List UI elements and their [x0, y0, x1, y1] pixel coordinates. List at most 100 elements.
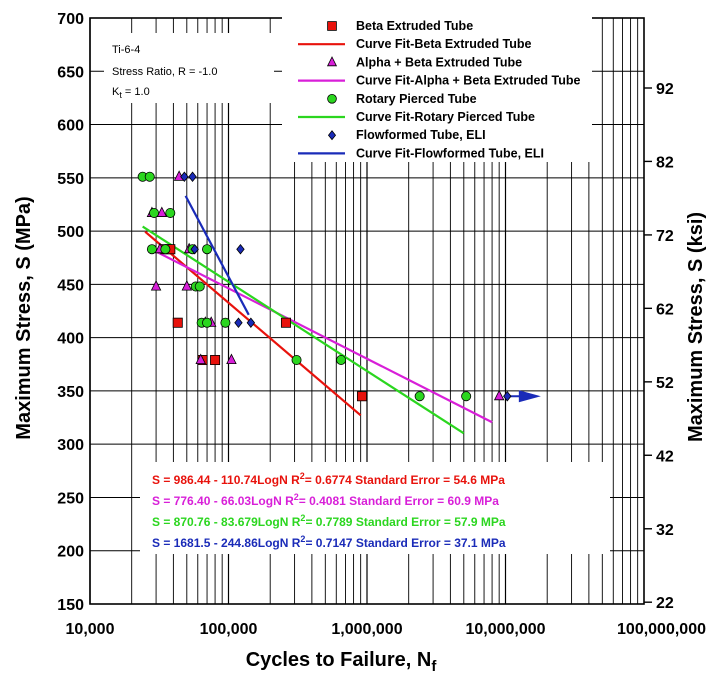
legend-label: Curve Fit-Beta Extruded Tube	[356, 37, 532, 51]
equations-box: S = 986.44 - 110.74LogN R2= 0.6774 Stand…	[140, 462, 610, 554]
std-error: Standard Error = 37.1 MPa	[356, 536, 506, 550]
legend-label: Curve Fit-Flowformed Tube, ELI	[356, 146, 544, 160]
data-point	[188, 171, 197, 182]
data-point	[280, 317, 291, 328]
x-axis-title-main: Cycles to Failure, N	[246, 649, 432, 671]
data-point	[181, 280, 193, 291]
legend-label: Curve Fit-Alpha + Beta Extruded Tube	[356, 74, 580, 88]
legend-marker	[327, 94, 337, 104]
data-point	[172, 317, 183, 328]
data-point	[226, 353, 237, 365]
data-point	[336, 355, 347, 366]
y-tick-label: 500	[57, 224, 84, 241]
y-tick-label: 700	[57, 11, 84, 28]
y-axis-ticks: 150 200 250 300 350 400 450 500 550 600 650 700	[57, 11, 84, 614]
x-tick-label: 10,000	[66, 621, 115, 638]
x-axis-title-sub: f	[431, 658, 437, 675]
x-tick-label: 100,000	[200, 621, 258, 638]
y-tick-label: 600	[57, 118, 84, 135]
y2-tick-label: 72	[656, 228, 674, 245]
y2-axis-title: Maximum Stress, S (ksi)	[685, 212, 707, 442]
y-tick-label: 400	[57, 331, 84, 348]
y2-tick-label: 42	[656, 448, 674, 465]
data-point	[180, 171, 189, 182]
legend-label: Beta Extruded Tube	[356, 19, 473, 33]
y2-tick-label: 52	[656, 375, 674, 392]
r2-sup: 2	[300, 513, 305, 523]
r2-sup: 2	[294, 492, 299, 502]
y-tick-label: 350	[57, 384, 84, 401]
data-point	[202, 317, 213, 328]
y-tick-label: 200	[57, 544, 84, 561]
equation-line: S = 986.44 - 110.74LogN R2= 0.6774 Stand…	[152, 471, 505, 487]
r2-sup: 2	[300, 534, 305, 544]
y-tick-label: 250	[57, 490, 84, 507]
r2-value: = 0.7147	[305, 536, 355, 550]
data-point	[149, 207, 160, 218]
data-point	[220, 317, 231, 328]
equation-text: S = 776.40 - 66.03LogN	[152, 494, 285, 508]
data-point	[210, 355, 221, 366]
y-tick-label: 650	[57, 64, 84, 81]
note-kt: Kt = 1.0	[112, 86, 150, 100]
x-axis-title: Cycles to Failure, Nf	[246, 649, 438, 675]
r2-main: R	[292, 515, 301, 529]
fit-line	[142, 225, 465, 435]
data-point	[160, 244, 171, 255]
y2-axis-ticks: 22 32 42 52 62 72 82 92	[644, 81, 674, 612]
y-tick-label: 450	[57, 277, 84, 294]
y2-tick-label: 22	[656, 595, 674, 612]
equation-line: S = 870.76 - 83.679LogN R2= 0.7789 Stand…	[152, 513, 506, 529]
r2-main: R	[285, 494, 294, 508]
equation-text: S = 1681.5 - 244.86LogN	[152, 536, 292, 550]
legend-label: Alpha + Beta Extruded Tube	[356, 55, 522, 69]
data-point	[461, 391, 472, 402]
equation-text: S = 870.76 - 83.679LogN	[152, 515, 292, 529]
data-point	[165, 207, 176, 218]
y2-tick-label: 62	[656, 301, 674, 318]
data-point	[493, 389, 505, 401]
note-stress-ratio: Stress Ratio, R = -1.0	[112, 66, 217, 78]
data-point	[146, 244, 157, 255]
note-kt-value: = 1.0	[122, 86, 150, 98]
y-tick-label: 150	[57, 597, 84, 614]
x-tick-label: 100,000,000	[617, 621, 706, 638]
y2-tick-label: 32	[656, 522, 674, 539]
note-kt-main: K	[112, 86, 120, 98]
x-tick-label: 10,000,000	[465, 621, 545, 638]
legend-marker	[327, 21, 337, 31]
notes-box: Ti-6-4 Stress Ratio, R = -1.0 Kt = 1.0	[104, 33, 274, 103]
y-tick-label: 550	[57, 171, 84, 188]
data-point	[236, 243, 245, 255]
data-point	[202, 244, 213, 255]
r2-value: = 0.7789	[305, 515, 355, 529]
data-point	[195, 353, 206, 365]
equation-line: S = 1681.5 - 244.86LogN R2= 0.7147 Stand…	[152, 534, 506, 550]
legend-label: Rotary Pierced Tube	[356, 92, 477, 106]
legend-label: Curve Fit-Rotary Pierced Tube	[356, 110, 535, 124]
fit-line	[184, 195, 250, 316]
data-points	[137, 170, 512, 402]
data-point	[356, 391, 367, 402]
r2-value: = 0.6774	[305, 473, 355, 487]
legend-label: Flowformed Tube, ELI	[356, 128, 486, 142]
x-tick-label: 1,000,000	[331, 621, 402, 638]
data-point	[194, 281, 205, 292]
legend: Beta Extruded Tube Curve Fit-Beta Extrude…	[282, 14, 592, 162]
data-point	[414, 391, 425, 402]
data-point	[144, 171, 155, 182]
data-point	[503, 390, 512, 402]
std-error: Standard Error = 57.9 MPa	[356, 515, 506, 529]
runout-arrow	[507, 390, 541, 403]
data-point	[234, 317, 243, 328]
x-axis-ticks: 10,000 100,000 1,000,000 10,000,000 100,000,…	[66, 621, 707, 638]
std-error: Standard Error = 54.6 MPa	[355, 473, 505, 487]
y2-tick-label: 82	[656, 154, 674, 171]
runout-arrow-head	[518, 390, 541, 403]
note-material: Ti-6-4	[112, 44, 140, 56]
data-point	[150, 280, 162, 291]
r2-value: = 0.4081	[299, 494, 349, 508]
y-axis-title: Maximum Stress, S (MPa)	[13, 196, 35, 439]
data-point	[291, 355, 302, 366]
